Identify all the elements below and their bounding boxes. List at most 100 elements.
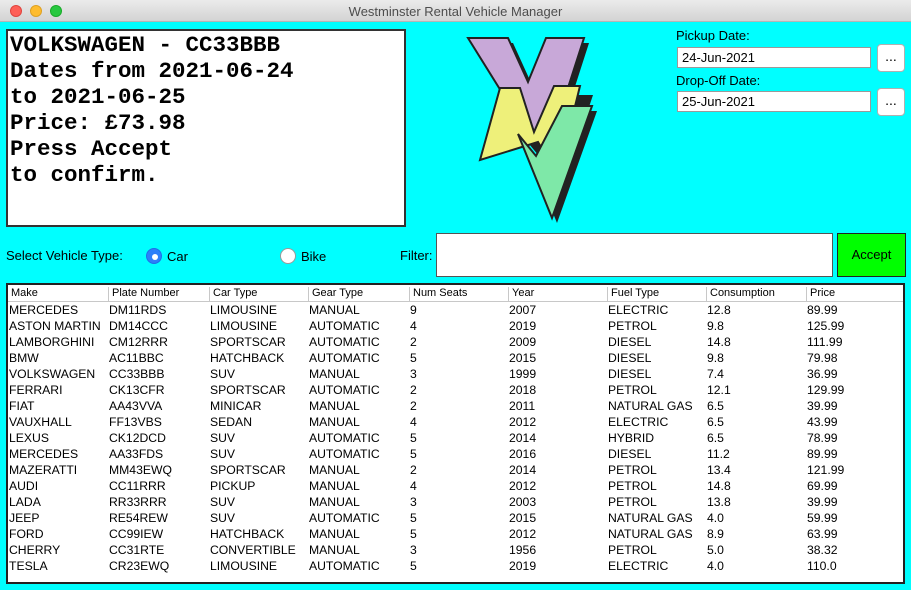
table-row[interactable]: FORD CC99IEW HATCHBACK MANUAL 5 2012 NATURAL G… [8,526,903,542]
column-header[interactable]: Num Seats [409,287,508,301]
table-cell: 6.5 [707,415,724,429]
column-header[interactable]: Consumption [706,287,806,301]
table-row[interactable]: VAUXHALL FF13VBS SEDAN MANUAL 4 2012 ELECTRIC 6… [8,414,903,430]
table-cell: MANUAL [309,543,360,557]
table-cell: LIMOUSINE [210,303,278,317]
table-row[interactable]: ASTON MARTIN DM14CCC LIMOUSINE AUTOMATIC 4 20… [8,318,903,334]
table-cell: 2018 [509,383,537,397]
table-cell: 13.4 [707,463,731,477]
table-cell: SUV [210,367,236,381]
pickup-date-field[interactable]: 24-Jun-2021 [677,47,871,68]
table-cell: 4 [410,415,417,429]
car-radio[interactable] [146,248,162,264]
filter-input[interactable] [436,233,833,277]
table-cell: NATURAL GAS [608,511,693,525]
table-cell: CC99IEW [109,527,164,541]
column-header[interactable]: Price [806,287,903,301]
table-row[interactable]: CHERRY CC31RTE CONVERTIBLE MANUAL 3 1956 PETRO… [8,542,903,558]
pickup-date-picker-button[interactable]: ... [877,44,905,72]
accept-button[interactable]: Accept [837,233,906,277]
table-cell: MERCEDES [9,303,79,317]
vehicle-table: Make Plate Number Car Type Gear Type Num Sea… [6,283,905,584]
column-header[interactable]: Plate Number [108,287,209,301]
table-cell: 59.99 [807,511,838,525]
table-cell: MANUAL [309,463,360,477]
table-cell: DIESEL [608,351,652,365]
table-row[interactable]: LAMBORGHINI CM12RRR SPORTSCAR AUTOMATIC 2 200… [8,334,903,350]
table-cell: 2015 [509,511,537,525]
window-title: Westminster Rental Vehicle Manager [348,4,563,19]
table-cell: 5 [410,431,417,445]
table-cell: AUTOMATIC [309,511,380,525]
table-cell: AA33FDS [109,447,164,461]
table-cell: 89.99 [807,447,838,461]
bike-radio[interactable] [280,248,296,264]
table-cell: AC11BBC [109,351,164,365]
pickup-date-label: Pickup Date: [676,28,750,43]
table-cell: MM43EWQ [109,463,172,477]
table-cell: CR23EWQ [109,559,170,573]
column-header[interactable]: Year [508,287,607,301]
close-window-button[interactable] [10,5,22,17]
table-cell: 5 [410,351,417,365]
table-cell: LIMOUSINE [210,319,278,333]
column-header[interactable]: Make [11,287,38,299]
table-cell: 2015 [509,351,537,365]
booking-info-line: Press Accept [10,136,173,162]
table-cell: CK13CFR [109,383,165,397]
table-row[interactable]: FERRARI CK13CFR SPORTSCAR AUTOMATIC 2 2018 PET… [8,382,903,398]
table-cell: ELECTRIC [608,303,669,317]
table-row[interactable]: LADA RR33RRR SUV MANUAL 3 2003 PETROL 13.8 39.99 [8,494,903,510]
table-cell: 36.99 [807,367,838,381]
minimize-window-button[interactable] [30,5,42,17]
table-cell: NATURAL GAS [608,527,693,541]
table-row[interactable]: MAZERATTI MM43EWQ SPORTSCAR MANUAL 2 2014 PETR… [8,462,903,478]
dropoff-date-picker-button[interactable]: ... [877,88,905,116]
table-cell: AUTOMATIC [309,447,380,461]
table-cell: MERCEDES [9,447,79,461]
table-cell: MANUAL [309,303,360,317]
table-cell: LAMBORGHINI [9,335,95,349]
table-cell: SEDAN [210,415,252,429]
table-row[interactable]: AUDI CC11RRR PICKUP MANUAL 4 2012 PETROL 14.8 69… [8,478,903,494]
table-cell: LIMOUSINE [210,559,278,573]
column-header[interactable]: Gear Type [308,287,409,301]
table-cell: DIESEL [608,367,652,381]
table-row[interactable]: MERCEDES DM11RDS LIMOUSINE MANUAL 9 2007 ELECT… [8,302,903,318]
table-cell: 2012 [509,415,537,429]
table-cell: FF13VBS [109,415,162,429]
table-cell: 69.99 [807,479,838,493]
table-cell: 12.1 [707,383,731,397]
table-row[interactable]: VOLKSWAGEN CC33BBB SUV MANUAL 3 1999 DIESEL 7.4… [8,366,903,382]
maximize-window-button[interactable] [50,5,62,17]
table-row[interactable]: FIAT AA43VVA MINICAR MANUAL 2 2011 NATURAL GAS… [8,398,903,414]
table-cell: SPORTSCAR [210,335,286,349]
table-row[interactable]: JEEP RE54REW SUV AUTOMATIC 5 2015 NATURAL GAS 4… [8,510,903,526]
table-cell: CC33BBB [109,367,165,381]
table-row[interactable]: MERCEDES AA33FDS SUV AUTOMATIC 5 2016 DIESEL 11… [8,446,903,462]
dropoff-date-field[interactable]: 25-Jun-2021 [677,91,871,112]
bike-radio-label[interactable]: Bike [301,249,327,264]
column-header[interactable]: Fuel Type [607,287,706,301]
table-row[interactable]: TESLA CR23EWQ LIMOUSINE AUTOMATIC 5 2019 ELECT… [8,558,903,574]
table-row[interactable]: BMW AC11BBC HATCHBACK AUTOMATIC 5 2015 DIESEL 9… [8,350,903,366]
car-radio-label[interactable]: Car [167,249,188,264]
booking-info-line: Dates from 2021-06-24 [10,58,294,84]
table-cell: JEEP [9,511,40,525]
table-cell: 5 [410,527,417,541]
table-cell: 38.32 [807,543,838,557]
table-cell: MANUAL [309,527,360,541]
table-cell: HATCHBACK [210,527,285,541]
table-row[interactable]: LEXUS CK12DCD SUV AUTOMATIC 5 2014 HYBRID 6.5 78… [8,430,903,446]
column-header[interactable]: Car Type [209,287,308,301]
table-cell: PETROL [608,479,657,493]
table-cell: CC31RTE [109,543,165,557]
dropoff-date-label: Drop-Off Date: [676,73,761,88]
table-cell: 4.0 [707,511,724,525]
table-cell: 3 [410,367,417,381]
table-cell: 14.8 [707,479,731,493]
table-cell: 2019 [509,319,537,333]
table-cell: CK12DCD [109,431,166,445]
booking-info-line: to confirm. [10,162,159,188]
